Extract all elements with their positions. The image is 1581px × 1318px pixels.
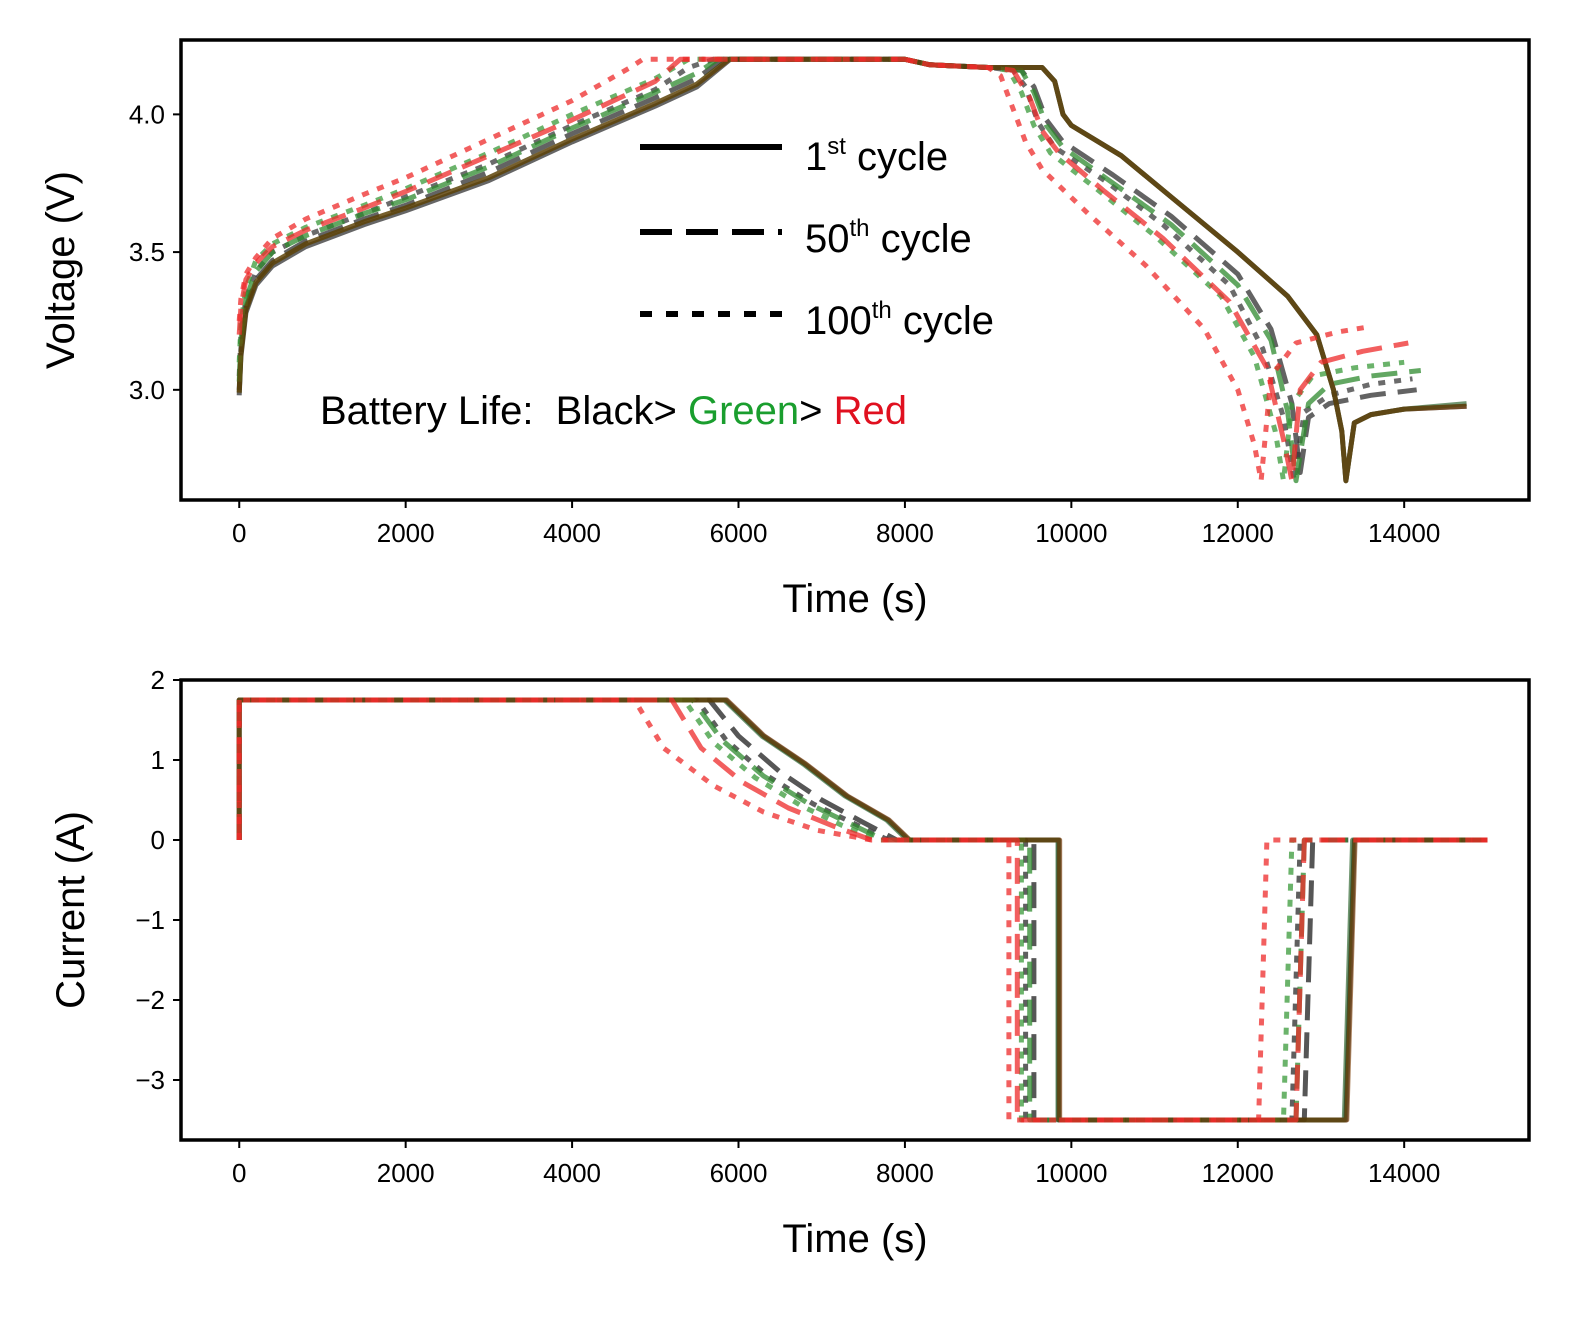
current-x-tick-label: 12000 <box>1202 1158 1274 1188</box>
voltage-x-tick-label: 6000 <box>710 518 768 548</box>
current-series-red-100th-cycle <box>236 697 1488 1123</box>
legend-label-100th: 100th cycle <box>805 297 994 343</box>
current-y-tick-label: 2 <box>151 665 165 695</box>
current-x-tick-label: 14000 <box>1368 1158 1440 1188</box>
current-x-tick-label: 2000 <box>377 1158 435 1188</box>
current-x-ticks: 0 2000 4000 6000 8000 10000 12000 14000 <box>232 1140 1440 1188</box>
voltage-series-red-100th-cycle <box>236 56 1372 484</box>
voltage-y-tick-label: 4.0 <box>129 99 165 129</box>
legend-label-1st: 1st cycle <box>805 133 948 179</box>
current-y-ticks: 2 1 0 −1 −2 −3 <box>135 665 181 1095</box>
voltage-series-group <box>236 56 1467 484</box>
current-x-tick-label: 8000 <box>876 1158 934 1188</box>
voltage-x-axis-label: Time (s) <box>782 577 927 621</box>
voltage-y-tick-label: 3.5 <box>129 237 165 267</box>
voltage-panel: 0 2000 4000 6000 8000 10000 12000 14000 3.0 3.5 4… <box>39 38 1531 621</box>
current-x-tick-label: 10000 <box>1035 1158 1107 1188</box>
current-series-red-50th-cycle <box>236 697 1488 1123</box>
voltage-x-tick-label: 10000 <box>1035 518 1107 548</box>
current-series-green-100th-cycle <box>236 697 1488 1123</box>
battery-life-annotation: Battery Life: Black> Green> Red <box>320 389 907 433</box>
voltage-x-ticks: 0 2000 4000 6000 8000 10000 12000 14000 <box>232 500 1440 548</box>
current-y-tick-label: 1 <box>151 745 165 775</box>
voltage-x-tick-label: 14000 <box>1368 518 1440 548</box>
current-y-tick-label: −3 <box>135 1065 165 1095</box>
voltage-x-tick-label: 2000 <box>377 518 435 548</box>
voltage-x-tick-label: 0 <box>232 518 246 548</box>
current-series-black-100th-cycle <box>236 697 1488 1123</box>
current-plot-frame <box>179 678 1531 1142</box>
voltage-x-tick-label: 12000 <box>1202 518 1274 548</box>
current-series-red-1st-cycle <box>236 697 1488 1123</box>
voltage-y-tick-label: 3.0 <box>129 375 165 405</box>
voltage-y-ticks: 3.0 3.5 4.0 <box>129 99 181 405</box>
voltage-series-red-1st-cycle <box>236 56 1467 484</box>
legend-label-50th: 50th cycle <box>805 215 972 261</box>
current-x-tick-label: 6000 <box>710 1158 768 1188</box>
current-y-axis-label: Current (A) <box>49 811 93 1009</box>
current-x-tick-label: 0 <box>232 1158 246 1188</box>
current-y-tick-label: −2 <box>135 985 165 1015</box>
current-x-tick-label: 4000 <box>543 1158 601 1188</box>
current-series-group <box>236 697 1488 1123</box>
voltage-x-tick-label: 8000 <box>876 518 934 548</box>
current-y-tick-label: 0 <box>151 825 165 855</box>
legend: 1st cycle 50th cycle 100th cycle <box>640 133 994 343</box>
voltage-plot-frame <box>179 38 1531 502</box>
voltage-y-axis-label: Voltage (V) <box>39 171 83 369</box>
current-panel: 0 2000 4000 6000 8000 10000 12000 14000 2 1 0 −1 −2… <box>49 665 1531 1261</box>
voltage-x-tick-label: 4000 <box>543 518 601 548</box>
current-y-tick-label: −1 <box>135 905 165 935</box>
current-x-axis-label: Time (s) <box>782 1217 927 1261</box>
